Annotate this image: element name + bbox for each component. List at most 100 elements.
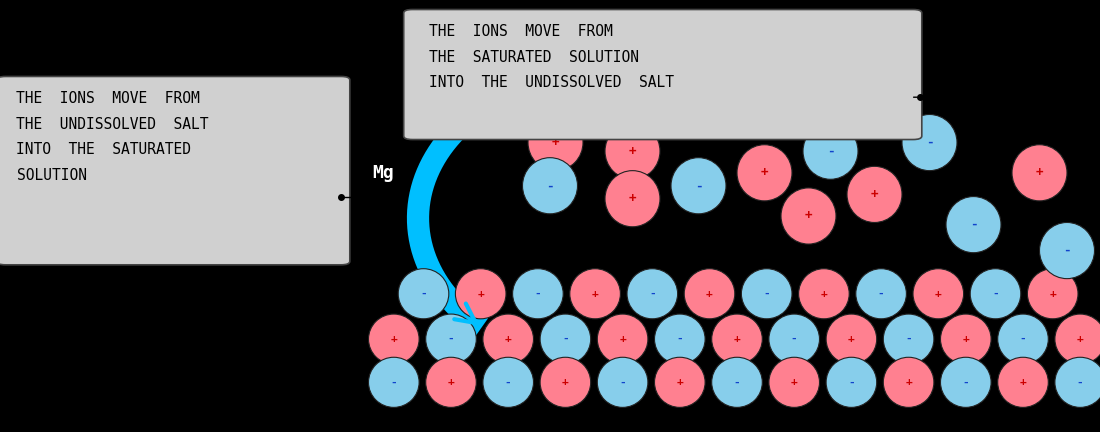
Ellipse shape <box>856 269 906 319</box>
Text: +: + <box>1077 334 1084 344</box>
Text: Mg: Mg <box>372 164 394 182</box>
Ellipse shape <box>946 197 1001 253</box>
Text: +: + <box>962 334 969 344</box>
Text: +: + <box>848 334 855 344</box>
Text: -: - <box>505 377 512 388</box>
Text: +: + <box>706 289 713 299</box>
Ellipse shape <box>368 357 419 407</box>
Ellipse shape <box>426 357 476 407</box>
Ellipse shape <box>741 269 792 319</box>
Ellipse shape <box>654 314 705 364</box>
Text: -: - <box>390 377 397 388</box>
Ellipse shape <box>902 114 957 171</box>
Text: +: + <box>448 377 454 388</box>
Ellipse shape <box>671 158 726 214</box>
Ellipse shape <box>1027 269 1078 319</box>
Ellipse shape <box>540 314 591 364</box>
Ellipse shape <box>540 357 591 407</box>
Ellipse shape <box>998 357 1048 407</box>
Text: +: + <box>592 289 598 299</box>
Ellipse shape <box>940 314 991 364</box>
Text: +: + <box>390 334 397 344</box>
Text: -: - <box>848 377 855 388</box>
FancyBboxPatch shape <box>0 76 350 265</box>
Ellipse shape <box>720 71 775 127</box>
Text: +: + <box>629 192 636 205</box>
Ellipse shape <box>368 314 419 364</box>
Text: -: - <box>420 289 427 299</box>
Text: +: + <box>935 289 942 299</box>
Ellipse shape <box>627 269 678 319</box>
Ellipse shape <box>712 357 762 407</box>
Ellipse shape <box>737 145 792 201</box>
Text: -: - <box>926 136 933 149</box>
Ellipse shape <box>605 171 660 227</box>
Text: -: - <box>649 289 656 299</box>
Ellipse shape <box>455 269 506 319</box>
Text: +: + <box>1036 166 1043 179</box>
Text: THE  IONS  MOVE  FROM
THE  SATURATED  SOLUTION
INTO  THE  UNDISSOLVED  SALT: THE IONS MOVE FROM THE SATURATED SOLUTIO… <box>429 24 674 90</box>
Ellipse shape <box>781 188 836 244</box>
Ellipse shape <box>769 357 820 407</box>
Text: -: - <box>962 377 969 388</box>
Text: -: - <box>448 334 454 344</box>
Text: +: + <box>905 377 912 388</box>
Ellipse shape <box>826 357 877 407</box>
Ellipse shape <box>1055 357 1100 407</box>
Ellipse shape <box>799 269 849 319</box>
Ellipse shape <box>769 314 820 364</box>
Text: -: - <box>1020 334 1026 344</box>
Ellipse shape <box>847 166 902 222</box>
Ellipse shape <box>522 158 578 214</box>
Text: -: - <box>619 377 626 388</box>
Ellipse shape <box>544 50 600 106</box>
Ellipse shape <box>970 269 1021 319</box>
Text: +: + <box>1049 289 1056 299</box>
Ellipse shape <box>684 269 735 319</box>
Ellipse shape <box>483 357 534 407</box>
Text: -: - <box>535 289 541 299</box>
Text: -: - <box>569 71 575 84</box>
Text: -: - <box>547 179 553 192</box>
Text: +: + <box>477 289 484 299</box>
Ellipse shape <box>398 269 449 319</box>
Text: -: - <box>827 145 834 158</box>
Ellipse shape <box>803 123 858 179</box>
Text: -: - <box>992 289 999 299</box>
Ellipse shape <box>528 114 583 171</box>
FancyBboxPatch shape <box>404 10 922 140</box>
Ellipse shape <box>998 314 1048 364</box>
Ellipse shape <box>883 357 934 407</box>
Ellipse shape <box>1012 145 1067 201</box>
Text: -: - <box>562 334 569 344</box>
Text: +: + <box>1020 377 1026 388</box>
Text: -: - <box>695 179 702 192</box>
Ellipse shape <box>712 314 762 364</box>
Text: +: + <box>821 289 827 299</box>
Ellipse shape <box>513 269 563 319</box>
Ellipse shape <box>597 357 648 407</box>
Text: +: + <box>619 334 626 344</box>
Text: +: + <box>629 145 636 158</box>
Text: +: + <box>505 334 512 344</box>
Ellipse shape <box>654 357 705 407</box>
Text: THE  IONS  MOVE  FROM
THE  UNDISSOLVED  SALT
INTO  THE  SATURATED
SOLUTION: THE IONS MOVE FROM THE UNDISSOLVED SALT … <box>16 91 209 183</box>
Text: +: + <box>871 188 878 201</box>
Text: +: + <box>791 377 798 388</box>
Text: -: - <box>970 218 977 231</box>
Ellipse shape <box>826 314 877 364</box>
Ellipse shape <box>483 314 534 364</box>
Text: -: - <box>657 80 663 93</box>
Ellipse shape <box>913 269 964 319</box>
Ellipse shape <box>473 67 528 123</box>
Ellipse shape <box>940 357 991 407</box>
Text: -: - <box>745 93 751 106</box>
Ellipse shape <box>1040 222 1094 279</box>
Text: -: - <box>905 334 912 344</box>
Ellipse shape <box>1055 314 1100 364</box>
Text: +: + <box>734 334 740 344</box>
Text: +: + <box>562 377 569 388</box>
Text: -: - <box>1077 377 1084 388</box>
Ellipse shape <box>632 58 688 114</box>
Text: +: + <box>805 210 812 222</box>
